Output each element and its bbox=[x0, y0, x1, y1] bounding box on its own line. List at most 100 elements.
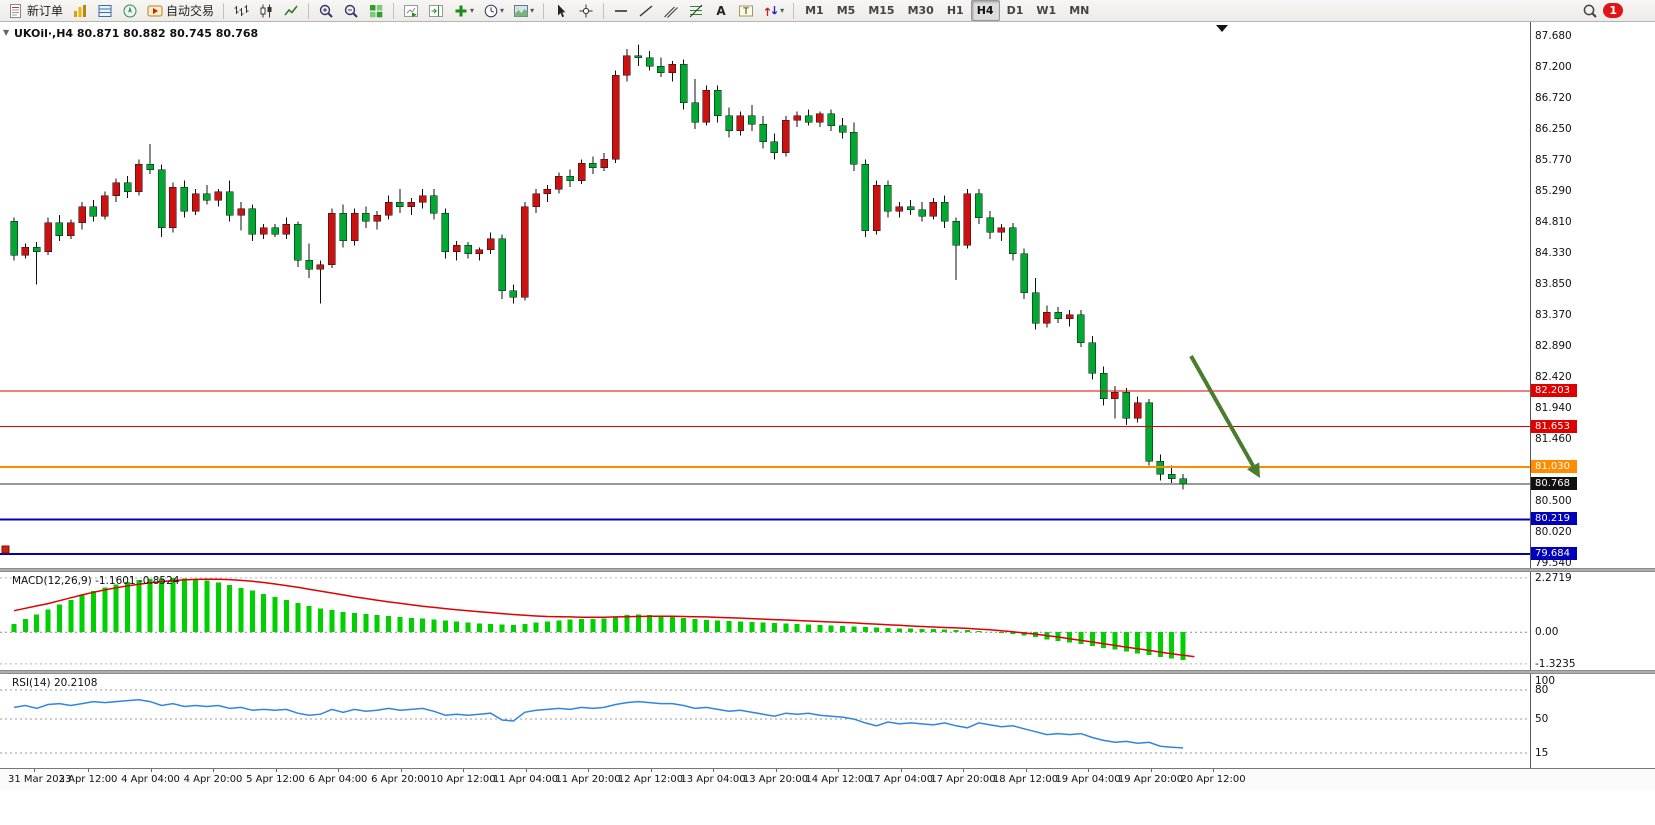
rsi-tick: 80 bbox=[1535, 683, 1549, 696]
time-tick: 20 Apr 12:00 bbox=[1180, 774, 1246, 785]
horizontal-line-icon[interactable] bbox=[609, 0, 633, 21]
bar-position-marker[interactable] bbox=[1216, 25, 1228, 32]
price-badge-81.653: 81.653 bbox=[1531, 419, 1577, 433]
line-anchor-marker[interactable] bbox=[1, 545, 10, 554]
svg-text:T: T bbox=[742, 7, 749, 17]
timeframe-D1[interactable]: D1 bbox=[1006, 4, 1024, 17]
bar-chart-icon[interactable] bbox=[229, 0, 253, 21]
time-tick: 13 Apr 20:00 bbox=[742, 774, 809, 785]
price-badge-81.030: 81.030 bbox=[1531, 459, 1577, 473]
zoom-in-icon[interactable] bbox=[314, 0, 338, 21]
auto-trading-button[interactable]: 自动交易 bbox=[143, 0, 218, 21]
data-window-icon[interactable] bbox=[93, 0, 117, 21]
new-order-icon bbox=[8, 3, 24, 19]
panel-divider-rsi[interactable] bbox=[0, 670, 1655, 674]
timeframe-M1[interactable]: M1 bbox=[805, 4, 824, 17]
price-badge-80.219: 80.219 bbox=[1531, 512, 1577, 526]
time-tick-mark bbox=[525, 769, 527, 772]
chart-shift-icon bbox=[428, 3, 444, 19]
time-tick-mark bbox=[400, 769, 402, 772]
line-chart-icon[interactable] bbox=[279, 0, 303, 21]
templates-button[interactable]: ▾ bbox=[509, 0, 538, 21]
new-order-button-label: 新订单 bbox=[27, 4, 64, 18]
time-axis[interactable]: 31 Mar 2023 3 Apr 12:00 4 Apr 04:00 4 Apr 2… bbox=[0, 768, 1655, 791]
time-tick: 5 Apr 12:00 bbox=[246, 774, 305, 785]
time-tick: 12 Apr 12:00 bbox=[617, 774, 684, 785]
price-tick: 85.290 bbox=[1535, 185, 1572, 198]
channel-icon[interactable] bbox=[659, 0, 683, 21]
time-tick-mark bbox=[838, 769, 839, 772]
chart-title: UKOil·,H4 80.871 80.882 80.745 80.768 bbox=[14, 27, 259, 40]
price-tick: 84.330 bbox=[1535, 247, 1572, 260]
rsi-title: RSI(14) 20.2108 bbox=[12, 677, 98, 689]
time-tick: 4 Apr 20:00 bbox=[183, 774, 243, 785]
chart-shift-icon[interactable] bbox=[424, 0, 448, 21]
fibonacci-icon[interactable] bbox=[684, 0, 708, 21]
price-tick: 80.500 bbox=[1535, 495, 1572, 508]
price-badge-79.684: 79.684 bbox=[1531, 547, 1577, 561]
dropdown-caret-icon: ▾ bbox=[500, 6, 505, 15]
crosshair-icon bbox=[578, 3, 594, 19]
price-tick: 82.890 bbox=[1535, 340, 1572, 353]
navigator-icon[interactable] bbox=[118, 0, 142, 21]
line-icon bbox=[283, 3, 299, 19]
text-icon[interactable]: A bbox=[709, 0, 733, 21]
periods-button[interactable]: ▾ bbox=[479, 0, 508, 21]
market-watch-icon[interactable] bbox=[68, 0, 92, 21]
template-icon bbox=[513, 3, 529, 19]
macd-panel[interactable] bbox=[0, 572, 1530, 670]
trend-arrow-annotation[interactable] bbox=[1189, 355, 1260, 478]
time-tick: 6 Apr 20:00 bbox=[371, 774, 430, 785]
time-tick-mark bbox=[900, 769, 902, 772]
clock-icon bbox=[483, 3, 499, 19]
timeframe-M30[interactable]: M30 bbox=[907, 4, 934, 17]
horizontal-lines-group[interactable] bbox=[0, 390, 1530, 556]
auto-scroll-icon[interactable] bbox=[399, 0, 423, 21]
channel-icon bbox=[663, 3, 679, 19]
timeframe-M15[interactable]: M15 bbox=[868, 4, 895, 17]
text-label-icon[interactable]: T bbox=[734, 0, 758, 21]
candlestick-chart-icon[interactable] bbox=[254, 0, 278, 21]
one-click-trading-toggle[interactable]: ▼ bbox=[3, 28, 10, 37]
price-tick: 82.420 bbox=[1535, 370, 1572, 383]
data-window-icon bbox=[97, 3, 113, 19]
svg-text:A: A bbox=[716, 4, 726, 18]
macd-histogram bbox=[11, 578, 1186, 660]
trendline-icon[interactable] bbox=[634, 0, 658, 21]
toolbar-separator bbox=[223, 2, 225, 19]
fibo-icon bbox=[688, 3, 704, 19]
notification-badge[interactable]: 1 bbox=[1603, 3, 1623, 18]
tile-windows-icon[interactable] bbox=[364, 0, 388, 21]
timeframe-H1[interactable]: H1 bbox=[946, 4, 964, 17]
timeframe-W1[interactable]: W1 bbox=[1036, 4, 1057, 17]
candlestick-chart[interactable] bbox=[0, 22, 1530, 568]
cursor-icon[interactable] bbox=[549, 0, 573, 21]
dropdown-caret-icon: ▾ bbox=[470, 6, 475, 15]
time-tick: 3 Apr 12:00 bbox=[58, 774, 118, 785]
timeframe-M5[interactable]: M5 bbox=[836, 4, 856, 17]
arrows-icon[interactable]: ▾ bbox=[759, 0, 788, 21]
candles-icon bbox=[258, 3, 274, 19]
chart-window: ▼ UKOil·,H4 80.871 80.882 80.745 80.768 … bbox=[0, 22, 1655, 825]
zoom-out-icon[interactable] bbox=[339, 0, 363, 21]
price-tick: 83.370 bbox=[1535, 309, 1572, 322]
time-tick: 13 Apr 04:00 bbox=[680, 774, 746, 785]
add-indicator-button[interactable]: ▾ bbox=[449, 0, 478, 21]
search-icon[interactable] bbox=[1578, 0, 1602, 21]
rsi-panel[interactable] bbox=[0, 674, 1530, 768]
time-tick-mark bbox=[650, 769, 652, 772]
macd-signal-line bbox=[13, 578, 1195, 658]
crosshair-icon[interactable] bbox=[574, 0, 598, 21]
price-tick: 83.850 bbox=[1535, 278, 1572, 291]
timeframe-H4[interactable]: H4 bbox=[970, 0, 1000, 21]
price-tick: 87.200 bbox=[1535, 61, 1572, 74]
panel-divider-macd[interactable] bbox=[0, 568, 1655, 572]
time-tick: 4 Apr 04:00 bbox=[121, 774, 180, 785]
time-tick: 18 Apr 12:00 bbox=[992, 774, 1059, 785]
price-tick: 85.770 bbox=[1535, 153, 1572, 166]
magnifier-icon bbox=[1582, 3, 1598, 19]
time-tick-mark bbox=[1025, 769, 1027, 772]
timeframe-MN[interactable]: MN bbox=[1069, 4, 1090, 17]
new-order-button[interactable]: 新订单 bbox=[4, 0, 67, 21]
price-axis[interactable]: 87.680 87.200 86.720 86.250 85.770 85.290 84.8… bbox=[1530, 22, 1655, 790]
